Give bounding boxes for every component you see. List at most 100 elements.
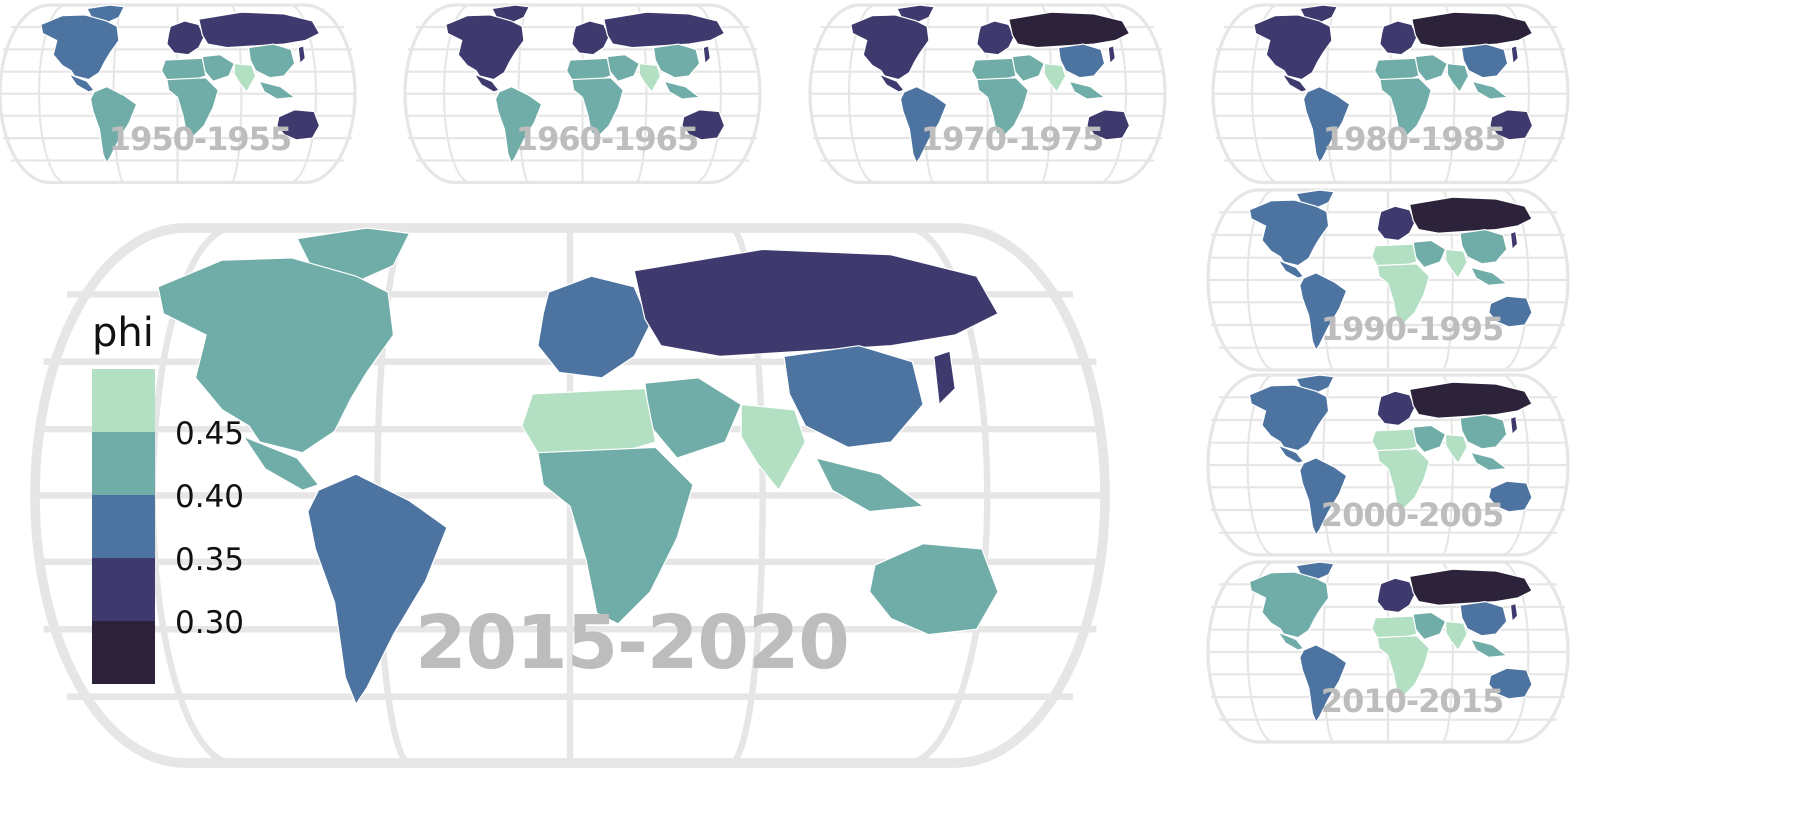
main-map-geography [35, 228, 1105, 763]
region-au [1489, 109, 1534, 141]
region-au [276, 109, 321, 141]
region-me [644, 377, 742, 459]
small-map-period-label: 1960-1965 [516, 120, 698, 158]
legend-ticks: 0.45 0.40 0.35 0.30 [175, 416, 244, 641]
legend: phi 0.45 0.40 0.35 0.30 [92, 310, 244, 684]
region-sea [815, 457, 924, 513]
legend-title: phi [92, 310, 154, 356]
region-jp [933, 350, 956, 406]
region-sea [1470, 266, 1508, 286]
region-sa [899, 86, 948, 164]
small-map-period-label: 2000-2005 [1321, 496, 1503, 534]
legend-tick-label: 0.45 [175, 416, 244, 452]
region-sa [494, 86, 543, 164]
small-map-period-label: 1950-1955 [109, 120, 291, 158]
region-me [201, 54, 235, 82]
region-in [233, 62, 257, 93]
region-af [537, 446, 694, 625]
region-cn [783, 345, 924, 448]
legend-swatch [92, 558, 155, 621]
small-map-period-label: 1990-1995 [1321, 310, 1503, 348]
region-af [571, 77, 624, 137]
region-cn [652, 43, 701, 79]
region-sa [307, 473, 448, 705]
region-ca [68, 73, 95, 93]
region-ru [603, 11, 726, 49]
region-me [1412, 239, 1447, 268]
main-world-map: 2015-2020 [35, 228, 1105, 763]
region-au [1488, 480, 1533, 513]
region-au [681, 109, 726, 141]
region-me [1412, 611, 1447, 640]
main-map-period-label: 2015-2020 [415, 600, 849, 686]
small-map-geography [1206, 188, 1570, 372]
region-eu [1379, 20, 1418, 56]
small-map: 1980-1985 [1211, 3, 1570, 185]
region-na [1248, 571, 1330, 639]
region-ru [1411, 11, 1534, 49]
small-map-period-label: 2010-2015 [1321, 682, 1503, 720]
region-ru [1409, 381, 1533, 419]
region-eu [166, 20, 205, 56]
region-eu [1376, 577, 1416, 613]
region-af [1379, 77, 1432, 137]
legend-swatch [92, 369, 155, 432]
region-eu [976, 20, 1015, 56]
small-map: 2010-2015 [1206, 560, 1570, 744]
region-na [1253, 14, 1333, 81]
region-na [1248, 199, 1330, 267]
region-cn [247, 43, 296, 79]
small-map-geography [403, 3, 762, 185]
region-sea [663, 80, 701, 100]
region-eu [1376, 205, 1416, 241]
legend-tick-label: 0.30 [175, 605, 244, 641]
region-sa [1302, 86, 1351, 164]
region-in [1043, 62, 1067, 93]
region-jp [1509, 230, 1519, 250]
small-map-geography [1206, 560, 1570, 744]
small-map: 1950-1955 [0, 3, 357, 185]
legend-tick-label: 0.35 [175, 542, 244, 578]
region-sea [1470, 638, 1508, 658]
region-au [869, 543, 999, 636]
region-in [740, 403, 806, 491]
region-in [1446, 62, 1470, 93]
small-map: 2000-2005 [1206, 373, 1570, 557]
legend-swatch [92, 432, 155, 495]
region-sea [1470, 451, 1508, 471]
region-ca [243, 436, 320, 491]
region-af [1376, 448, 1430, 509]
region-ca [1277, 631, 1304, 651]
region-sea [1068, 80, 1106, 100]
region-af [166, 77, 219, 137]
region-sa [1299, 272, 1348, 351]
small-map-period-label: 1980-1985 [1323, 120, 1505, 158]
region-eu [537, 275, 651, 379]
region-ca [1277, 444, 1304, 464]
legend-swatch [92, 495, 155, 558]
region-eu [571, 20, 610, 56]
region-me [1414, 54, 1448, 82]
region-in [1445, 248, 1468, 279]
region-jp [1509, 602, 1519, 622]
region-ca [878, 73, 905, 93]
region-me [1412, 424, 1447, 453]
region-in [1445, 620, 1468, 651]
region-sea [258, 80, 296, 100]
region-jp [297, 45, 306, 65]
region-ca [1277, 259, 1304, 279]
legend-swatch [92, 621, 155, 684]
region-cn [1460, 43, 1509, 79]
region-na [40, 14, 120, 81]
region-sa [89, 86, 138, 164]
region-cn [1459, 229, 1508, 265]
region-jp [1107, 45, 1116, 65]
region-in [1445, 433, 1468, 464]
small-map-geography [0, 3, 357, 185]
region-cn [1459, 601, 1508, 637]
small-map: 1970-1975 [808, 3, 1167, 185]
region-me [606, 54, 640, 82]
region-af [1376, 263, 1430, 324]
small-map: 1990-1995 [1206, 188, 1570, 372]
region-sa [1299, 457, 1348, 536]
